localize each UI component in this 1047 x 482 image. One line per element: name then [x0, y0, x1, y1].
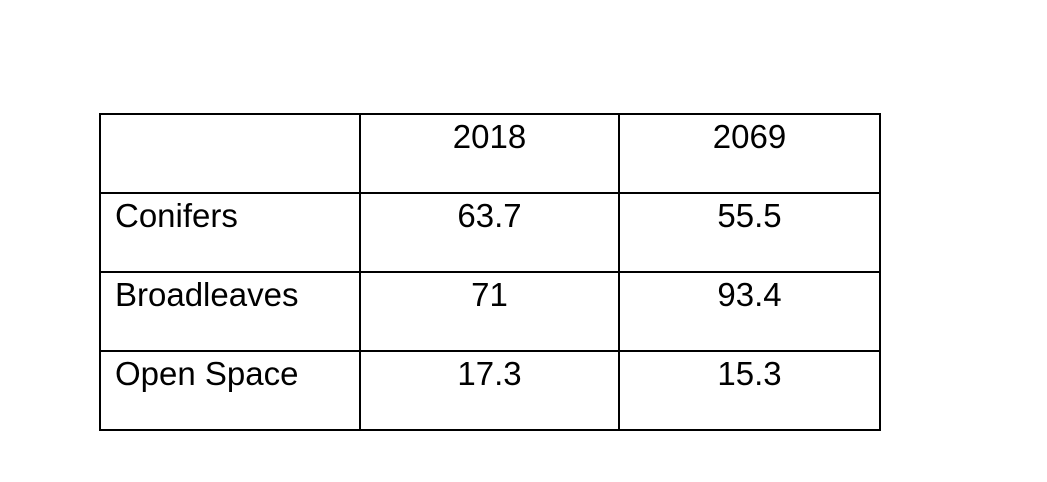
header-cell-empty [99, 113, 361, 194]
row-label-conifers: Conifers [99, 192, 361, 273]
table-header-row: 2018 2069 [99, 113, 881, 194]
value-broadleaves-2018: 71 [359, 271, 620, 352]
value-conifers-2018: 63.7 [359, 192, 620, 273]
value-broadleaves-2069: 93.4 [618, 271, 881, 352]
table-row-conifers: Conifers 63.7 55.5 [99, 192, 881, 273]
header-cell-year-2069: 2069 [618, 113, 881, 194]
row-label-broadleaves: Broadleaves [99, 271, 361, 352]
row-label-open-space: Open Space [99, 350, 361, 431]
value-conifers-2069: 55.5 [618, 192, 881, 273]
header-cell-year-2018: 2018 [359, 113, 620, 194]
data-table: 2018 2069 Conifers 63.7 55.5 Broadleaves… [99, 113, 881, 431]
table-row-broadleaves: Broadleaves 71 93.4 [99, 271, 881, 352]
value-open-space-2018: 17.3 [359, 350, 620, 431]
table-row-open-space: Open Space 17.3 15.3 [99, 350, 881, 431]
value-open-space-2069: 15.3 [618, 350, 881, 431]
